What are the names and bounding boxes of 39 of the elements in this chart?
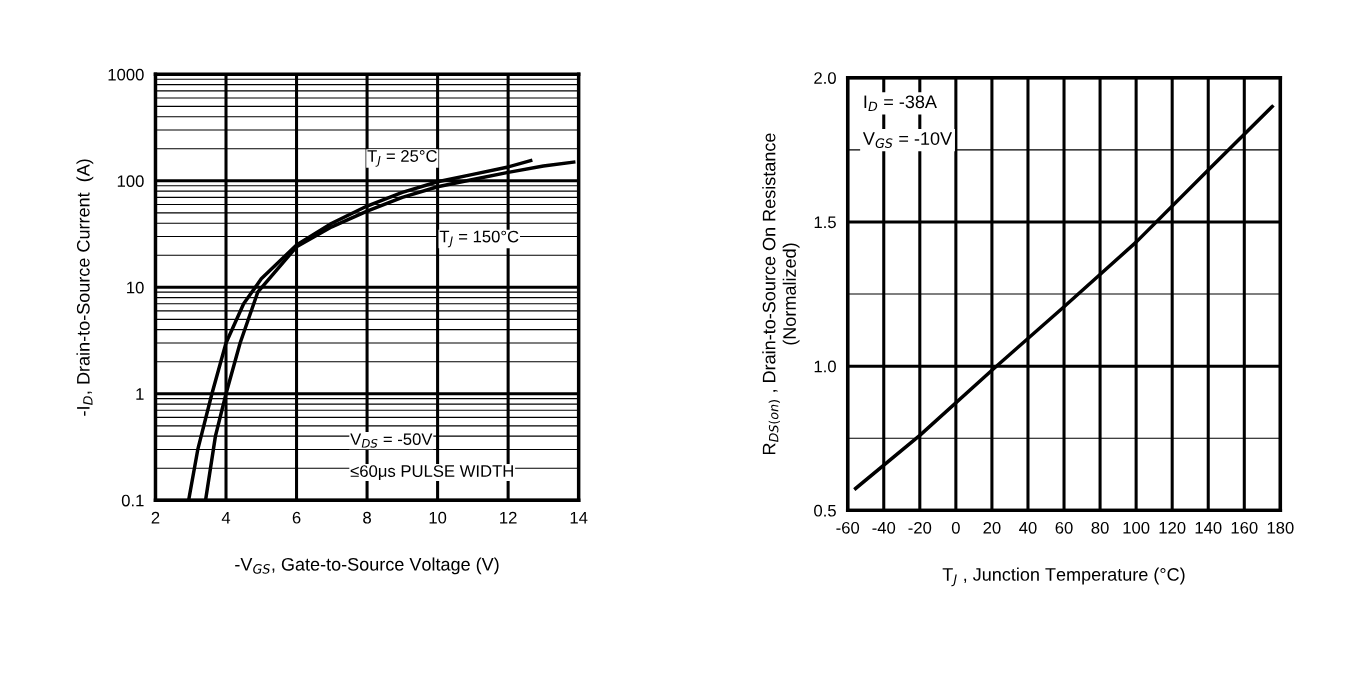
y-tick-label: 2.0 [814,72,836,84]
y-tick-label: 1 [136,388,144,400]
x-tick-label: 10 [429,511,447,524]
annotation: V$_{DS}$ = -50V [350,433,433,448]
y-axis-title: R$_{DS(on)}$ , Drain-to-Source On Resistance (Normalized) [762,133,800,455]
y-tick-label: 0.5 [814,504,836,517]
x-tick-label: 140 [1195,521,1222,534]
x-tick-label: 0 [951,521,960,534]
annotation: V$_{GS}$ = -10V [862,132,953,148]
x-tick-label: 40 [1019,521,1037,534]
x-tick-label: 4 [221,511,231,524]
x-tick-label: 60 [1055,521,1073,534]
x-tick-label: 8 [363,511,371,524]
x-tick-label: -20 [908,521,932,534]
y-tick-label: 1000 [108,68,144,81]
annotation: I$_{D}$ = -38A [864,95,937,111]
x-tick-label: 180 [1267,521,1294,534]
y-axis-title: -I$_{D}$, Drain-to-Source Current (A) [76,159,94,416]
x-tick-label: 100 [1123,521,1150,534]
x-tick-label: 2 [151,511,160,524]
x-tick-label: 80 [1091,521,1109,534]
x-axis-title: -V$_{GS}$, Gate-to-Source Voltage (V) [235,557,499,575]
annotation: ≤60μs PULSE WIDTH [350,465,513,481]
x-tick-label: 120 [1159,521,1186,534]
y-tick-label: 0.1 [121,494,144,507]
y-tick-label: 100 [117,175,144,188]
x-tick-label: 160 [1231,521,1258,534]
x-tick-label: 6 [292,511,301,524]
y-tick-label: 1.5 [814,216,836,229]
x-axis-title: T$_{J}$ , Junction Temperature (°C) [942,567,1185,587]
text: T$_{J}$ = 150°C [439,230,519,248]
y-tick-label: 10 [127,281,144,294]
x-tick-label: 12 [500,511,517,524]
x-tick-label: -40 [872,521,896,534]
series-label: T$_{J}$ = 25°C [367,150,437,167]
x-tick-label: -60 [836,521,860,534]
x-tick-label: 20 [983,521,1001,534]
x-tick-label: 14 [570,511,588,524]
y-tick-label: 1.0 [814,360,836,373]
